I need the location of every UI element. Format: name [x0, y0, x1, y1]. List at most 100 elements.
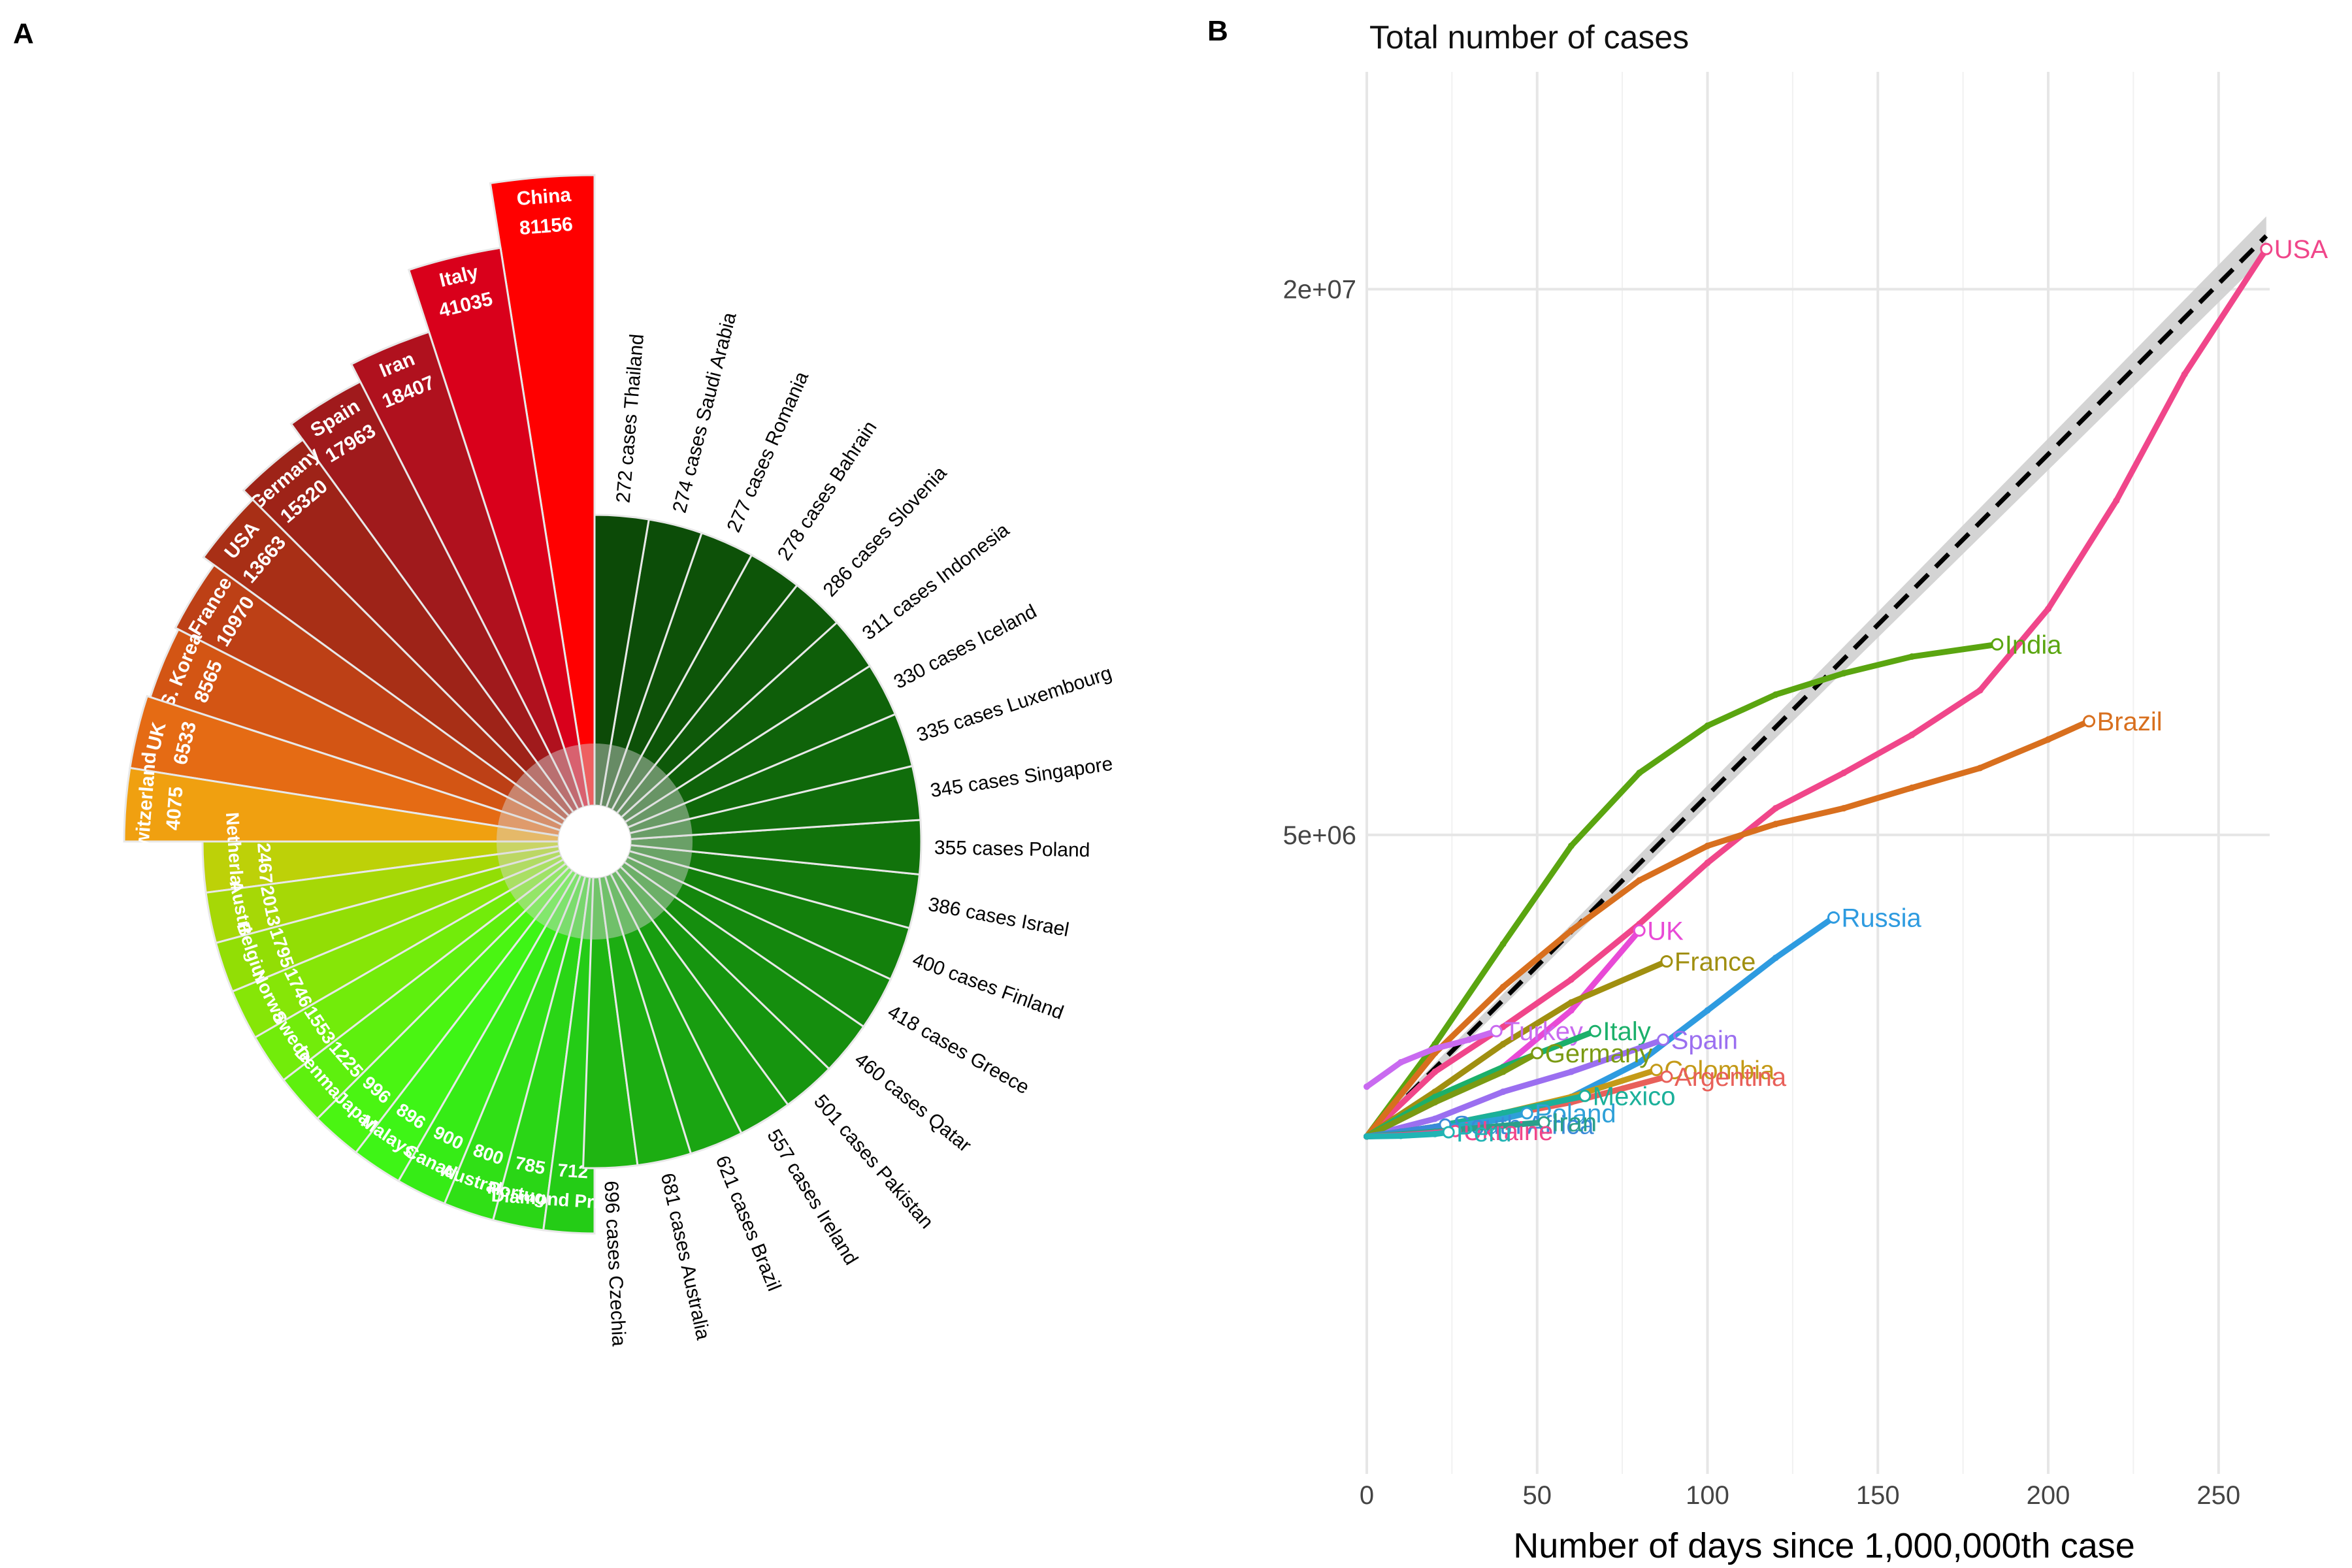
point-russia: [1704, 1007, 1711, 1014]
endpoint-india: [1991, 638, 2004, 651]
y-tick-label: 5e+06: [1283, 821, 1356, 850]
point-germany: [1431, 1099, 1439, 1106]
point-spain: [1499, 1088, 1507, 1096]
series-label-uk: UK: [1647, 917, 1684, 945]
endpoint-usa: [2260, 242, 2273, 255]
point-france: [1567, 999, 1575, 1006]
series-label-russia: Russia: [1841, 904, 1921, 932]
point-peru: [1397, 1132, 1405, 1139]
series-label-france: France: [1674, 947, 1756, 976]
series-label-india: India: [2005, 630, 2062, 659]
series-label-brazil: Brazil: [2097, 708, 2163, 736]
bar-label-330-cases-iceland: 330 cases Iceland: [890, 600, 1040, 693]
chart-title: Total number of cases: [1369, 19, 1689, 56]
series-label-ukraine: Ukraine: [1463, 1117, 1554, 1146]
bar-label-621-cases-brazil: 621 cases Brazil: [711, 1152, 785, 1294]
point-usa: [1704, 859, 1711, 866]
point-india: [1567, 842, 1575, 849]
bar-label-274-cases-saudi-arabia: 274 cases Saudi Arabia: [669, 310, 741, 515]
endpoint-spain: [1657, 1033, 1670, 1046]
series-label-italy: Italy: [1603, 1017, 1650, 1046]
bar-label-277-cases-romania: 277 cases Romania: [723, 368, 813, 536]
point-peru: [1431, 1130, 1439, 1137]
point-india: [1636, 769, 1643, 776]
point-poland: [1499, 1115, 1507, 1122]
point-brazil: [2045, 736, 2052, 743]
endpoint-germany: [1531, 1047, 1544, 1060]
endpoint-mexico: [1578, 1089, 1592, 1102]
point-south-africa: [1431, 1123, 1439, 1130]
point-turkey: [1364, 1083, 1370, 1090]
x-tick-label: 100: [1686, 1481, 1729, 1510]
point-russia: [1772, 955, 1779, 962]
bar-label-china: China: [516, 184, 572, 210]
series-germany: [1364, 1050, 1541, 1139]
point-brazil: [1636, 877, 1643, 884]
y-tick-label: 2e+07: [1283, 276, 1356, 304]
point-usa: [2113, 497, 2120, 504]
point-usa: [1431, 1068, 1439, 1075]
x-tick-label: 150: [1856, 1481, 1900, 1510]
bar-value-china: 81156: [519, 214, 574, 239]
series-brazil: [1364, 718, 2093, 1139]
endpoint-italy: [1588, 1024, 1601, 1037]
bar-label-386-cases-israel: 386 cases Israel: [926, 894, 1071, 941]
point-india: [1908, 653, 1916, 661]
series-label-iran: Iran: [1552, 1109, 1597, 1137]
point-germany: [1499, 1068, 1507, 1075]
point-spain: [1431, 1115, 1439, 1122]
bar-label-345-cases-singapore: 345 cases Singapore: [929, 753, 1115, 802]
x-tick-label: 250: [2197, 1481, 2240, 1510]
series-label-colombia: Colombia: [1664, 1056, 1775, 1085]
bar-label-355-cases-poland: 355 cases Poland: [934, 837, 1090, 861]
point-usa: [1772, 805, 1779, 812]
series-india: [1364, 641, 2001, 1139]
point-brazil: [1704, 842, 1711, 849]
point-mexico: [1499, 1109, 1507, 1117]
series-label-argentina: Argentina: [1674, 1063, 1787, 1092]
x-tick-label: 50: [1523, 1481, 1552, 1510]
bar-label-335-cases-luxembourg: 335 cases Luxembourg: [914, 662, 1115, 747]
point-russia: [1636, 1059, 1643, 1066]
bar-value-switzerland: 4075: [162, 786, 187, 831]
point-france: [1499, 1041, 1507, 1048]
point-turkey: [1397, 1059, 1405, 1066]
point-brazil: [1499, 983, 1507, 990]
series-peru: [1364, 1129, 1452, 1139]
x-axis-label: Number of days since 1,000,000th case: [1513, 1526, 2135, 1565]
point-peru: [1364, 1133, 1370, 1140]
point-brazil: [1567, 927, 1575, 934]
series-label-peru: Peru: [1456, 1119, 1512, 1147]
point-india: [1704, 722, 1711, 729]
endpoint-iran: [1537, 1116, 1550, 1129]
line-chart: 0 50 100 150 200 250 5e+06 2e+07 USA India Brazil R…: [1283, 72, 2328, 1510]
point-spain: [1567, 1068, 1575, 1075]
point-usa: [1908, 731, 1916, 738]
bar-label-400-cases-finland: 400 cases Finland: [909, 949, 1066, 1024]
point-india: [1772, 691, 1779, 698]
trend-line: [1365, 234, 2268, 1138]
point-india: [1499, 940, 1507, 947]
point-uk: [1567, 1007, 1575, 1014]
bar-label-681-cases-australia: 681 cases Australia: [657, 1171, 714, 1342]
x-tick-label: 200: [2027, 1481, 2070, 1510]
point-usa: [1976, 687, 1984, 694]
point-usa: [2181, 371, 2188, 378]
panel-a-label: A: [13, 18, 34, 50]
x-tick-label: 0: [1360, 1481, 1374, 1510]
endpoint-turkey: [1490, 1024, 1503, 1037]
point-turkey: [1465, 1036, 1473, 1043]
point-turkey: [1431, 1045, 1439, 1052]
endpoint-argentina: [1660, 1070, 1673, 1083]
point-brazil: [1772, 821, 1779, 828]
point-brazil: [1976, 764, 1984, 772]
point-brazil: [1908, 784, 1916, 791]
series-usa: [1364, 246, 2270, 1139]
endpoint-russia: [1827, 911, 1840, 924]
panel-b-label: B: [1207, 15, 1228, 47]
series-label-usa: USA: [2274, 235, 2328, 264]
polar-bar-chart: China81156Italy41035Iran18407Spain17963G…: [123, 174, 1115, 1347]
center-hole: [559, 806, 630, 877]
point-brazil: [1840, 805, 1848, 812]
